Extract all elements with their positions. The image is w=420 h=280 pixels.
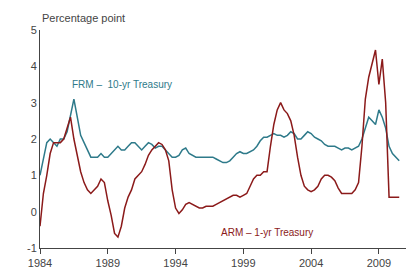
- svg-text:3: 3: [31, 97, 37, 109]
- svg-text:1999: 1999: [231, 257, 255, 269]
- svg-text:1: 1: [31, 169, 37, 181]
- svg-text:-1: -1: [27, 242, 37, 254]
- svg-text:1984: 1984: [28, 257, 52, 269]
- svg-text:2004: 2004: [299, 257, 323, 269]
- svg-text:5: 5: [31, 24, 37, 36]
- svg-text:ARM – 1-yr Treasury: ARM – 1-yr Treasury: [221, 227, 313, 238]
- svg-text:2: 2: [31, 133, 37, 145]
- svg-text:1994: 1994: [163, 257, 187, 269]
- svg-text:1989: 1989: [96, 257, 120, 269]
- svg-text:0: 0: [31, 206, 37, 218]
- svg-text:2009: 2009: [367, 257, 391, 269]
- svg-text:4: 4: [31, 60, 37, 72]
- svg-text:FRM – 10-yr Treasury: FRM – 10-yr Treasury: [72, 79, 172, 90]
- svg-text:Percentage point: Percentage point: [42, 12, 125, 24]
